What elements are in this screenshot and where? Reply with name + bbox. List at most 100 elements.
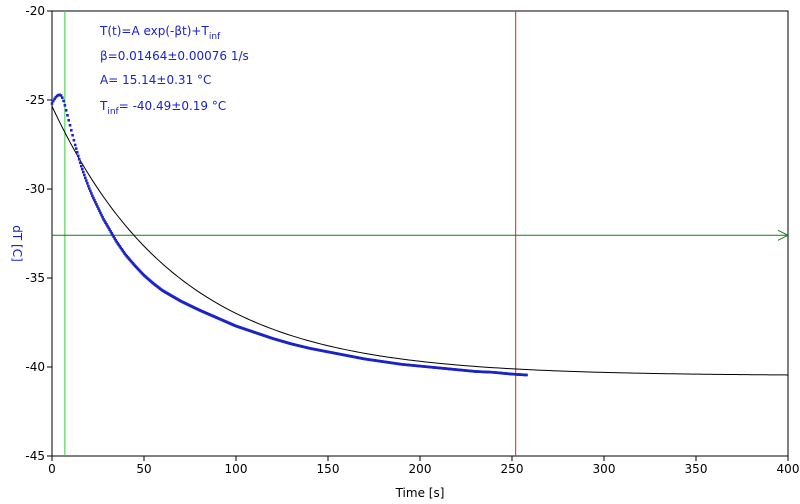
data-point xyxy=(66,114,69,117)
x-tick-label: 0 xyxy=(48,462,56,476)
x-tick-label: 50 xyxy=(136,462,151,476)
data-point xyxy=(67,118,71,122)
cursor-lines xyxy=(52,11,790,456)
data-point xyxy=(78,161,82,164)
fit-curve xyxy=(51,106,789,376)
data-point xyxy=(50,102,54,105)
data-point xyxy=(99,211,102,215)
data-point xyxy=(89,189,92,193)
data-point xyxy=(77,157,81,161)
data-point xyxy=(94,200,97,204)
data-point xyxy=(53,97,56,101)
data-point xyxy=(76,154,80,158)
data-point xyxy=(116,242,119,245)
data-point xyxy=(121,249,125,253)
data-point xyxy=(90,192,93,195)
annotation-tinf-subscript: inf xyxy=(107,107,119,117)
y-tick-label: -35 xyxy=(25,271,45,285)
data-point xyxy=(123,252,127,255)
data-point xyxy=(74,147,78,150)
x-axis-ticks: 0 50 100 150 200 250 300 350 400 xyxy=(48,456,799,476)
data-point xyxy=(80,167,84,171)
data-point xyxy=(82,173,86,177)
annotation-tinf-symbol: T xyxy=(99,99,108,113)
data-point xyxy=(88,187,91,190)
data-point xyxy=(106,224,109,228)
annotation-amplitude: A= 15.14±0.31 °C xyxy=(100,73,211,87)
data-point xyxy=(73,143,77,147)
data-point xyxy=(87,184,90,188)
annotation-tinf: Tinf= -40.49±0.19 °C xyxy=(99,99,226,117)
data-point xyxy=(113,237,116,240)
data-point xyxy=(72,138,76,142)
data-point xyxy=(98,209,101,213)
data-point xyxy=(112,235,115,238)
y-axis-label: dT [C] xyxy=(10,225,24,262)
data-point xyxy=(63,104,67,107)
data-point xyxy=(111,233,114,237)
x-tick-label: 350 xyxy=(685,462,708,476)
y-tick-label: -25 xyxy=(25,93,45,107)
x-tick-label: 150 xyxy=(317,462,340,476)
data-point xyxy=(100,213,103,217)
x-tick-label: 400 xyxy=(777,462,800,476)
data-point xyxy=(109,230,112,233)
data-point xyxy=(114,238,117,242)
y-axis-ticks: -20 -25 -30 -35 -40 -45 xyxy=(25,4,52,463)
data-point xyxy=(95,203,98,206)
annotation-tinf-value: = -40.49±0.19 °C xyxy=(119,99,227,113)
fit-annotation: T(t)=A exp(-βt)+Tinf β=0.01464±0.00076 1… xyxy=(99,24,249,117)
data-point xyxy=(97,207,100,210)
annotation-formula-text: T(t)=A exp(-βt)+T xyxy=(99,24,209,38)
data-point xyxy=(108,228,111,231)
data-point xyxy=(51,99,55,103)
data-point xyxy=(103,219,106,223)
annotation-formula: T(t)=A exp(-βt)+Tinf xyxy=(99,24,221,42)
data-point xyxy=(85,179,88,182)
data-point xyxy=(62,99,65,103)
data-point xyxy=(105,223,108,226)
data-point xyxy=(93,198,96,202)
x-axis-label: Time [s] xyxy=(395,486,445,500)
data-point xyxy=(79,164,83,168)
data-point xyxy=(101,215,104,219)
y-tick-label: -20 xyxy=(25,4,45,18)
data-point xyxy=(71,133,74,137)
y-tick-label: -45 xyxy=(25,449,45,463)
x-tick-label: 100 xyxy=(225,462,248,476)
annotation-formula-subscript: inf xyxy=(209,32,221,42)
y-tick-label: -40 xyxy=(25,360,45,374)
data-point xyxy=(91,194,94,198)
data-point xyxy=(61,96,64,99)
x-tick-label: 250 xyxy=(501,462,524,476)
data-point xyxy=(64,109,68,112)
cursor-arrow-icon xyxy=(777,229,790,241)
data-point xyxy=(102,217,105,221)
data-point xyxy=(110,231,113,235)
data-point xyxy=(117,243,120,247)
x-tick-label: 300 xyxy=(593,462,616,476)
data-point xyxy=(104,221,107,224)
data-point xyxy=(70,128,73,132)
data-point xyxy=(59,94,63,97)
data-point xyxy=(107,226,110,230)
data-point xyxy=(68,123,72,127)
data-point xyxy=(84,176,87,180)
data-point xyxy=(525,373,528,377)
data-point xyxy=(75,150,79,154)
data-point xyxy=(86,182,89,185)
data-points-group xyxy=(50,93,528,377)
data-point xyxy=(92,196,95,200)
data-point xyxy=(81,170,85,174)
data-point xyxy=(120,247,124,251)
data-point xyxy=(119,246,123,250)
annotation-beta: β=0.01464±0.00076 1/s xyxy=(100,49,249,63)
data-point xyxy=(118,245,122,248)
x-tick-label: 200 xyxy=(409,462,432,476)
data-point xyxy=(122,250,126,254)
data-point xyxy=(115,240,118,244)
fit-curve-group xyxy=(51,106,789,376)
y-tick-label: -30 xyxy=(25,182,45,196)
